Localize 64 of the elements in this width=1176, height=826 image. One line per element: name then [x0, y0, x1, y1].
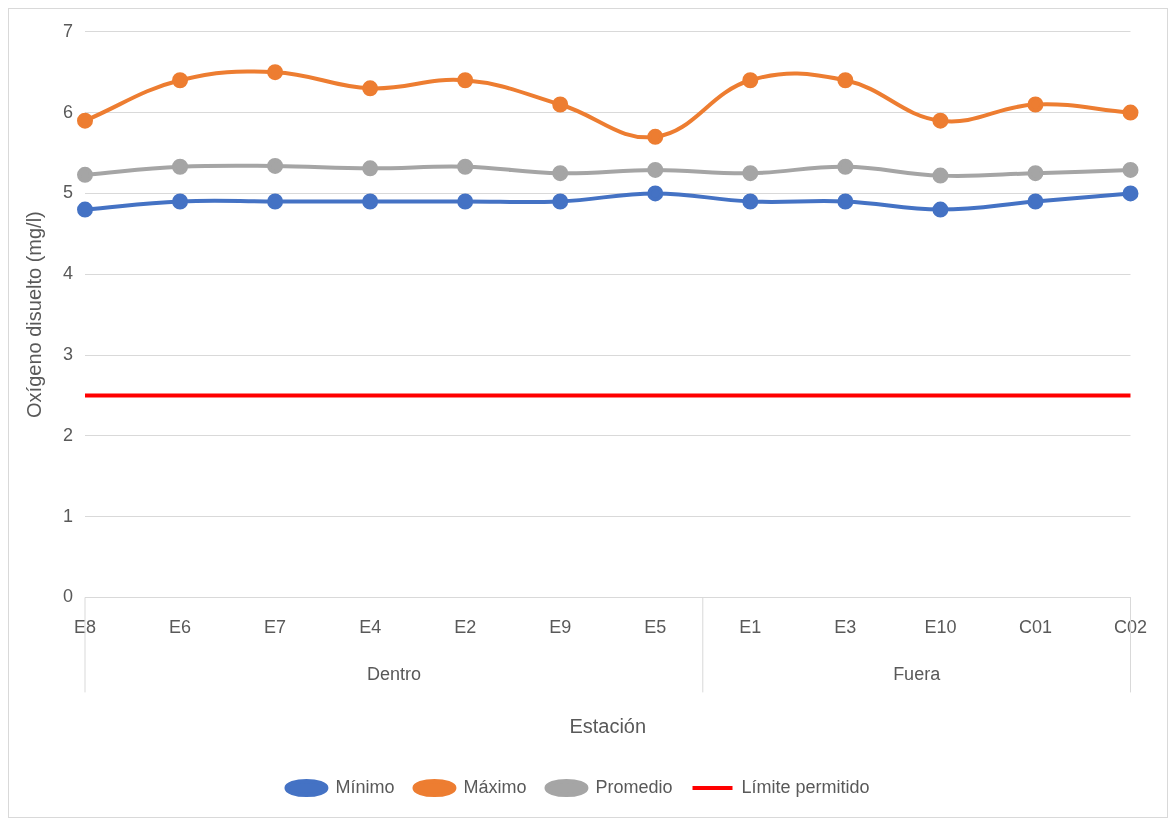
x-axis-title: Estación: [569, 714, 647, 737]
point: [1027, 96, 1044, 113]
x-tick-label: E8: [74, 617, 97, 638]
x-tick-label: C02: [1113, 617, 1148, 638]
point: [647, 128, 664, 145]
point: [1122, 185, 1139, 202]
point: [77, 166, 94, 183]
point: [742, 72, 759, 89]
y-tick-label: 3: [63, 343, 74, 364]
y-axis-title: Oxígeno disuelto (mg/l): [22, 211, 45, 418]
x-tick-label: E5: [644, 617, 667, 638]
y-tick-label: 7: [63, 20, 74, 41]
point: [1122, 104, 1139, 121]
x-tick-label: E3: [834, 617, 857, 638]
legend-label: Mínimo: [335, 776, 395, 797]
point: [172, 158, 189, 175]
x-tick-label: E2: [454, 617, 477, 638]
point: [837, 193, 854, 210]
point: [172, 193, 189, 210]
point: [837, 72, 854, 89]
legend-label: Máximo: [463, 776, 527, 797]
x-tick-label: E6: [169, 617, 192, 638]
point: [1122, 161, 1139, 178]
point: [1027, 165, 1044, 182]
point: [77, 112, 94, 129]
point: [362, 193, 379, 210]
y-tick-label: 4: [63, 263, 74, 284]
y-tick-label: 5: [63, 182, 74, 203]
point: [267, 157, 284, 174]
point: [552, 96, 569, 113]
point: [932, 112, 949, 129]
point: [77, 201, 94, 218]
y-tick-label: 1: [63, 505, 74, 526]
point: [1027, 193, 1044, 210]
y-tick-label: 2: [63, 424, 74, 445]
point: [362, 160, 379, 177]
point: [932, 167, 949, 184]
legend-label: Promedio: [595, 776, 673, 797]
point: [742, 193, 759, 210]
point: [742, 165, 759, 182]
x-tick-label: E1: [739, 617, 762, 638]
x-tick-label: E10: [924, 617, 957, 638]
legend-label: Límite permitido: [741, 776, 870, 797]
point: [932, 201, 949, 218]
x-tick-label: E7: [264, 617, 287, 638]
point: [457, 158, 474, 175]
point: [457, 193, 474, 210]
point: [267, 64, 284, 81]
x-tick-label: E9: [549, 617, 572, 638]
point: [457, 72, 474, 89]
y-tick-label: 6: [63, 101, 74, 122]
point: [552, 165, 569, 182]
text: Fuera: [893, 664, 942, 685]
point: [362, 80, 379, 97]
x-tick-label: C01: [1018, 617, 1052, 638]
point: [647, 185, 664, 202]
point: [647, 161, 664, 178]
point: [837, 158, 854, 175]
point: [172, 72, 189, 89]
text: Dentro: [366, 664, 421, 685]
point: [552, 193, 569, 210]
x-tick-label: E4: [359, 617, 382, 638]
y-tick-label: 0: [63, 586, 74, 607]
point: [267, 193, 284, 210]
